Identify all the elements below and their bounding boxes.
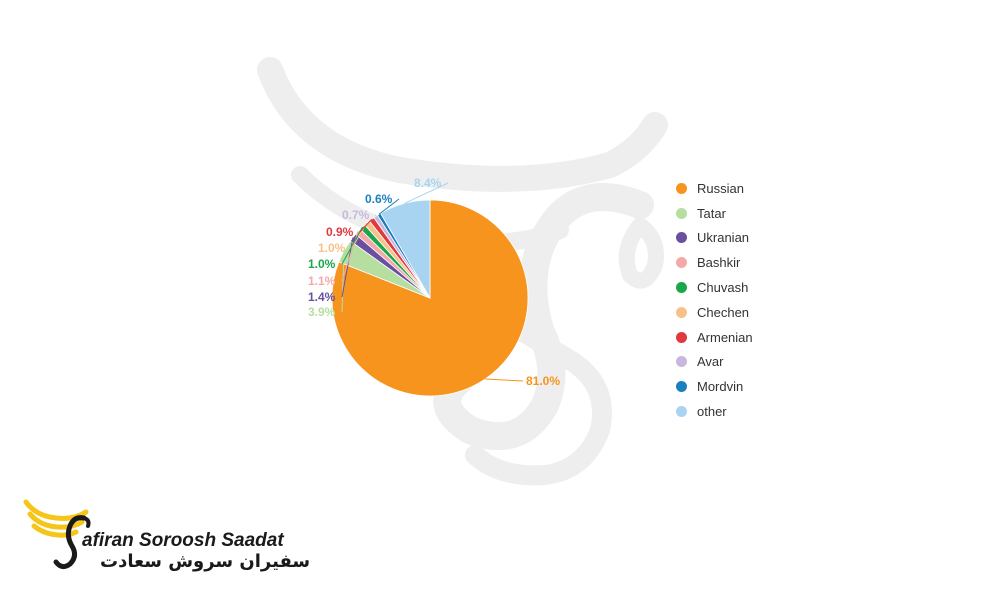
data-label-bashkir: 1.1% (308, 274, 336, 288)
legend-item-bashkir: Bashkir (676, 250, 753, 275)
leader-line-chuvash (341, 226, 363, 265)
legend-item-avar: Avar (676, 350, 753, 375)
legend-label: Russian (697, 180, 744, 196)
slice-labels: 81.0% 3.9%1.4% 1.1% 1.0% 1.0% 0.9% 0.7% 0.6% 8.4… (308, 176, 560, 388)
legend-label: Bashkir (697, 255, 741, 271)
legend-swatch (676, 381, 687, 393)
data-label-armenian: 0.9% (326, 225, 354, 239)
chart-legend: Russian Tatar Ukranian Bashkir Chuvash C… (676, 176, 753, 424)
data-label-ukranian: 1.4% (308, 290, 336, 304)
legend-label: Chuvash (697, 280, 749, 296)
data-label-russian: 81.0% (526, 374, 560, 388)
data-label-tatar: 3.9% (308, 305, 336, 319)
leader-line-other (404, 182, 449, 204)
legend-label: Chechen (697, 304, 750, 320)
legend-item-mordvin: Mordvin (676, 374, 753, 399)
watermark-head (618, 217, 664, 289)
legend-label: Armenian (697, 329, 753, 345)
data-label-mordvin: 0.6% (365, 192, 393, 206)
logo-name-persian: سفیران سروش سعادت (100, 551, 311, 572)
label-leader-lines (341, 182, 524, 382)
legend-swatch (676, 282, 687, 294)
data-label-chechen: 1.0% (318, 241, 346, 255)
legend-item-armenian: Armenian (676, 325, 753, 350)
company-logo: afiran Soroosh Saadat سفیران سروش سعادت (22, 496, 310, 576)
legend-swatch (676, 182, 687, 194)
leader-line-russian (485, 378, 524, 382)
legend-label: other (697, 404, 727, 420)
data-label-other: 8.4% (414, 176, 442, 190)
legend-swatch (676, 207, 687, 219)
data-label-avar: 0.7% (342, 208, 370, 222)
legend-item-ukranian: Ukranian (676, 226, 753, 251)
legend-swatch (676, 232, 687, 244)
legend-swatch (676, 257, 687, 269)
legend-label: Tatar (697, 205, 726, 221)
legend-item-chechen: Chechen (676, 300, 753, 325)
legend-swatch (676, 331, 687, 343)
legend-item-russian: Russian (676, 176, 753, 201)
pie-slices (331, 199, 529, 397)
legend-item-other: other (676, 399, 753, 424)
legend-label: Ukranian (697, 230, 750, 246)
legend-label: Avar (697, 354, 724, 370)
legend-swatch (676, 406, 687, 418)
data-label-chuvash: 1.0% (308, 257, 336, 271)
swan-wing-icon (23, 499, 91, 570)
leader-line-mordvin (378, 198, 400, 215)
watermark-wing-top (257, 57, 668, 192)
legend-item-chuvash: Chuvash (676, 275, 753, 300)
legend-item-tatar: Tatar (676, 201, 753, 226)
legend-label: Mordvin (697, 379, 744, 395)
watermark-tail (460, 290, 612, 486)
logo-name-english: afiran Soroosh Saadat (82, 530, 284, 551)
legend-swatch (676, 306, 687, 318)
leader-line-armenian (359, 218, 373, 233)
legend-swatch (676, 356, 687, 368)
